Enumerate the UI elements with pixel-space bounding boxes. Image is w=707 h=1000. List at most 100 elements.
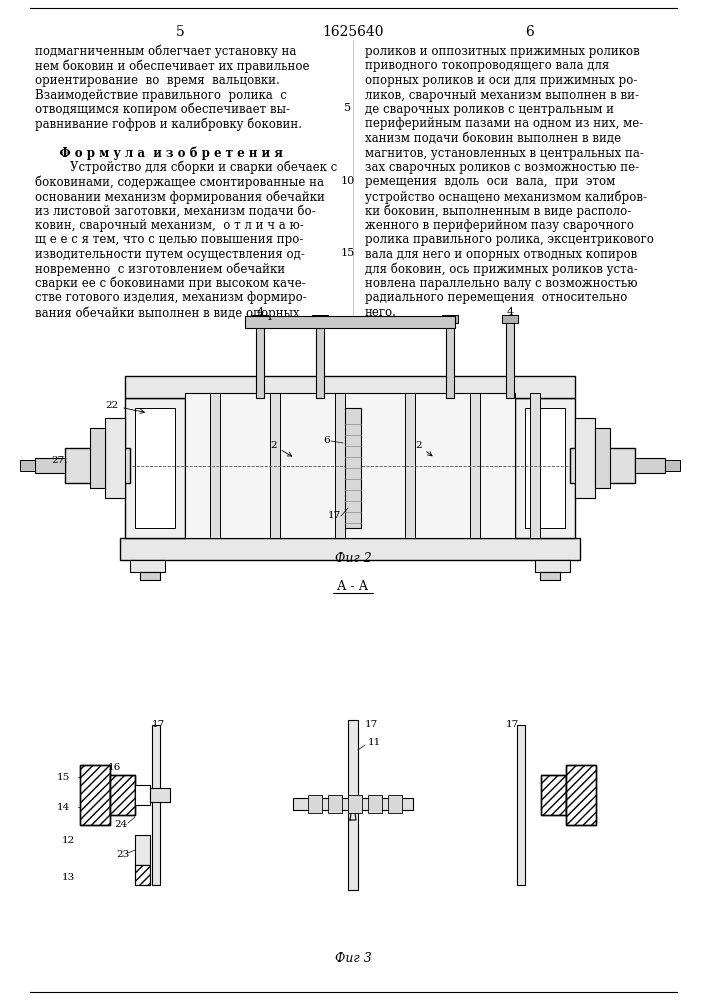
Text: 17: 17 — [506, 720, 519, 729]
Text: 4: 4 — [257, 307, 264, 317]
Bar — [635, 458, 665, 473]
Text: устройство оснащено механизмом калибров-: устройство оснащено механизмом калибров- — [365, 190, 647, 204]
Text: ковин, сварочный механизм,  о т л и ч а ю-: ковин, сварочный механизм, о т л и ч а ю… — [35, 219, 304, 232]
Bar — [368, 795, 382, 813]
Bar — [535, 560, 570, 572]
Bar — [210, 393, 220, 538]
Text: него.: него. — [365, 306, 397, 319]
Text: 27.: 27. — [52, 456, 68, 465]
Text: роликов и оппозитных прижимных роликов: роликов и оппозитных прижимных роликов — [365, 45, 640, 58]
Bar — [252, 315, 268, 323]
Text: 15: 15 — [57, 773, 70, 782]
Bar — [130, 560, 165, 572]
Text: периферийным пазами на одном из них, ме-: периферийным пазами на одном из них, ме- — [365, 117, 643, 130]
Text: 17: 17 — [152, 720, 165, 729]
Text: опорных роликов и оси для прижимных ро-: опорных роликов и оси для прижимных ро- — [365, 74, 638, 87]
Bar — [293, 798, 413, 810]
Bar — [348, 720, 358, 890]
Text: женного в периферийном пазу сварочного: женного в периферийном пазу сварочного — [365, 219, 634, 232]
Bar — [65, 448, 130, 483]
Bar — [125, 398, 185, 538]
Text: 11: 11 — [368, 738, 381, 747]
Text: 17: 17 — [365, 720, 378, 729]
Bar — [335, 393, 345, 538]
Text: равнивание гофров и калибровку боковин.: равнивание гофров и калибровку боковин. — [35, 117, 302, 131]
Bar — [125, 376, 575, 398]
Bar — [120, 538, 580, 560]
Bar — [470, 393, 480, 538]
Bar — [270, 393, 280, 538]
Text: 17: 17 — [328, 511, 341, 520]
Text: 5: 5 — [175, 25, 185, 39]
Text: вала для него и опорных отводных копиров: вала для него и опорных отводных копиров — [365, 248, 637, 261]
Text: 13: 13 — [62, 873, 75, 882]
Bar — [185, 393, 515, 538]
Text: новременно  с изготовлением обечайки: новременно с изготовлением обечайки — [35, 262, 285, 276]
Bar — [308, 795, 322, 813]
Text: Фиг 2: Фиг 2 — [334, 552, 371, 565]
Text: 24: 24 — [115, 820, 128, 829]
Text: новлена параллельно валу с возможностью: новлена параллельно валу с возможностью — [365, 277, 638, 290]
Bar — [348, 795, 362, 813]
Bar — [506, 318, 514, 398]
Text: из листовой заготовки, механизм подачи бо-: из листовой заготовки, механизм подачи б… — [35, 205, 315, 218]
Bar — [575, 418, 595, 498]
Bar — [152, 725, 160, 885]
Bar — [665, 460, 680, 471]
Text: 23: 23 — [117, 850, 130, 859]
Bar — [502, 315, 518, 323]
Text: ориентирование  во  время  вальцовки.: ориентирование во время вальцовки. — [35, 74, 280, 87]
Bar — [328, 795, 342, 813]
Text: 6: 6 — [525, 25, 534, 39]
Text: 15: 15 — [341, 248, 355, 258]
Bar — [566, 765, 596, 825]
Text: Фиг 3: Фиг 3 — [334, 952, 371, 965]
Text: приводного токопроводящего вала для: приводного токопроводящего вала для — [365, 60, 609, 73]
Bar — [515, 398, 575, 538]
Bar — [540, 572, 560, 580]
Text: ремещения  вдоль  оси  вала,  при  этом: ремещения вдоль оси вала, при этом — [365, 176, 615, 188]
Bar — [570, 448, 635, 483]
Text: нем боковин и обеспечивает их правильное: нем боковин и обеспечивает их правильное — [35, 60, 310, 73]
Text: 1625640: 1625640 — [322, 25, 384, 39]
Text: 14: 14 — [57, 803, 70, 812]
Bar — [20, 460, 35, 471]
Bar — [135, 865, 150, 885]
Bar — [90, 428, 105, 488]
Bar — [541, 775, 566, 815]
Text: 6: 6 — [323, 436, 329, 445]
Bar — [105, 418, 125, 498]
Bar — [110, 775, 135, 815]
Text: ки боковин, выполненным в виде располо-: ки боковин, выполненным в виде располо- — [365, 205, 631, 218]
Bar — [80, 765, 110, 825]
Text: 16: 16 — [108, 763, 121, 772]
Bar — [442, 315, 458, 323]
Text: ханизм подачи боковин выполнен в виде: ханизм подачи боковин выполнен в виде — [365, 132, 621, 145]
Bar — [551, 797, 571, 813]
Bar — [566, 765, 596, 825]
Text: сварки ее с боковинами при высоком каче-: сварки ее с боковинами при высоком каче- — [35, 277, 305, 290]
Bar — [345, 408, 361, 528]
Text: зах сварочных роликов с возможностью пе-: зах сварочных роликов с возможностью пе- — [365, 161, 639, 174]
Text: ролика правильного ролика, эксцентрикового: ролика правильного ролика, эксцентриково… — [365, 233, 654, 246]
Bar — [530, 393, 540, 538]
Text: Устройство для сборки и сварки обечаек с: Устройство для сборки и сварки обечаек с — [55, 161, 337, 174]
Bar — [110, 775, 135, 815]
Text: отводящимся копиром обеспечивает вы-: отводящимся копиром обеспечивает вы- — [35, 103, 290, 116]
Text: подмагниченным облегчает установку на: подмагниченным облегчает установку на — [35, 45, 296, 58]
Text: основании механизм формирования обечайки: основании механизм формирования обечайки — [35, 190, 325, 204]
Bar — [312, 315, 328, 323]
Bar — [388, 795, 402, 813]
Text: стве готового изделия, механизм формиро-: стве готового изделия, механизм формиро- — [35, 292, 307, 304]
Bar — [541, 775, 566, 815]
Text: щ е е с я тем, что с целью повышения про-: щ е е с я тем, что с целью повышения про… — [35, 233, 303, 246]
Bar — [405, 393, 415, 538]
Bar — [316, 318, 324, 398]
Bar — [140, 572, 160, 580]
Text: изводительности путем осуществления од-: изводительности путем осуществления од- — [35, 248, 305, 261]
Text: А - А: А - А — [337, 580, 368, 593]
Bar — [245, 316, 455, 328]
Bar — [135, 785, 150, 805]
Text: 5: 5 — [344, 103, 351, 113]
Bar — [150, 788, 170, 802]
